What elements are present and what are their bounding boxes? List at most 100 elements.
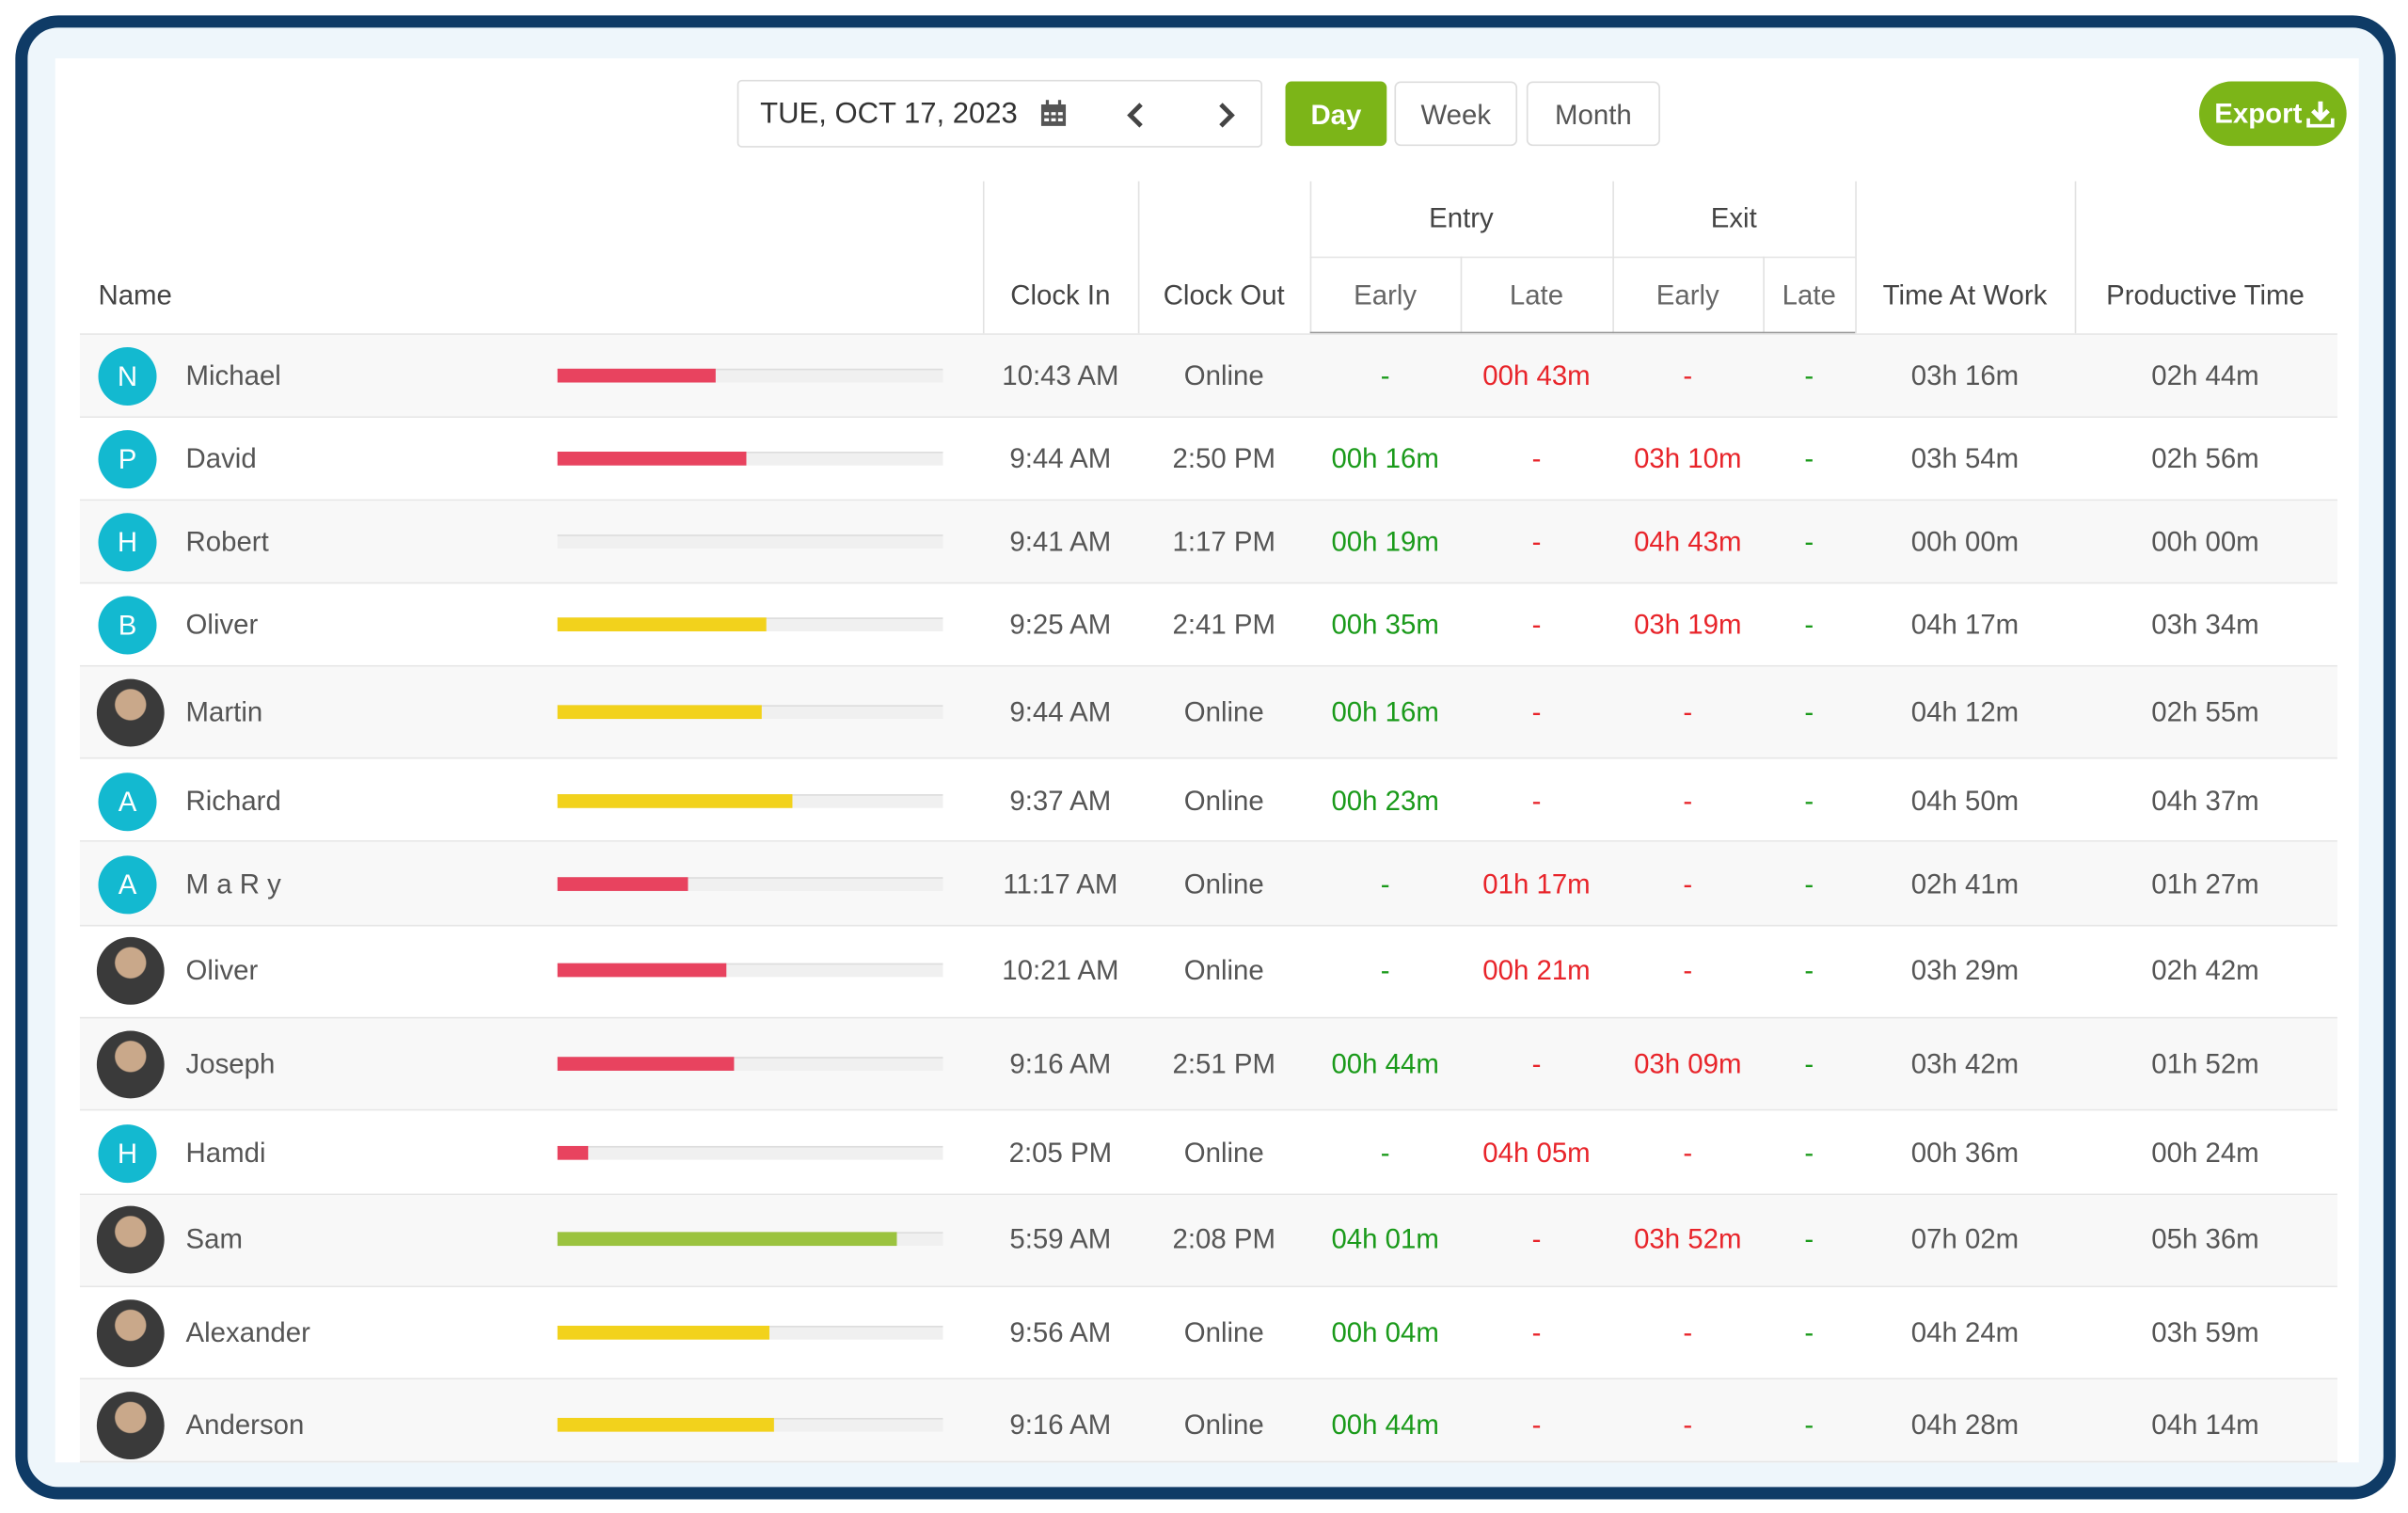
cell: 9:41 AM <box>1009 526 1112 557</box>
next-button[interactable] <box>1214 102 1236 129</box>
cell: - <box>1683 696 1693 728</box>
employee-name: David <box>185 443 257 474</box>
avatar: H <box>98 1124 157 1184</box>
cell: 03h 29m <box>1910 954 2020 986</box>
employee-name: Sam <box>185 1223 243 1255</box>
cell: 02h 42m <box>2151 954 2259 986</box>
progress-bar <box>557 705 762 720</box>
cell: - <box>1804 786 1814 817</box>
avatar: B <box>98 596 157 655</box>
cell: - <box>1380 1137 1390 1169</box>
calendar-icon[interactable] <box>1039 100 1067 127</box>
cell: 03h 54m <box>1910 443 2020 474</box>
cell: - <box>1804 1048 1814 1079</box>
cell: - <box>1531 1048 1542 1079</box>
prev-button[interactable] <box>1126 102 1148 129</box>
progress-track <box>557 877 943 891</box>
cell: - <box>1683 1409 1693 1441</box>
cell: 03h 34m <box>2151 609 2259 640</box>
divider <box>1137 181 1140 334</box>
date-picker[interactable]: TUE, OCT 17, 2023 <box>737 79 1263 148</box>
export-label: Export <box>2214 98 2303 130</box>
view-button[interactable]: Month <box>1526 81 1660 147</box>
cell: 1:17 PM <box>1172 526 1275 557</box>
cell: 9:44 AM <box>1009 696 1112 728</box>
column-header: Early <box>1656 279 1719 311</box>
row <box>79 583 2337 667</box>
row <box>79 666 2337 759</box>
progress-track <box>557 1232 943 1247</box>
employee-name: M a R y <box>185 868 281 900</box>
employee-name: Oliver <box>185 954 259 986</box>
cell: 01h 27m <box>2151 868 2259 900</box>
cell: - <box>1380 954 1390 986</box>
divider <box>79 333 2337 335</box>
cell: 03h 09m <box>1634 1048 1742 1079</box>
cell: 03h 10m <box>1634 443 1742 474</box>
avatar-photo <box>96 678 165 747</box>
cell: 00h 19m <box>1331 526 1439 557</box>
avatar: A <box>98 855 157 915</box>
cell: 00h 44m <box>1331 1409 1439 1441</box>
progress-track <box>557 963 943 978</box>
avatar: P <box>98 430 157 489</box>
cell: - <box>1531 526 1542 557</box>
cell: 04h 05m <box>1482 1137 1591 1169</box>
cell: 04h 37m <box>2151 786 2259 817</box>
cell: 00h 35m <box>1331 609 1439 640</box>
divider <box>1309 181 1312 334</box>
cell: - <box>1804 954 1814 986</box>
progress-bar <box>557 1057 736 1071</box>
divider <box>1460 256 1463 334</box>
avatar-photo <box>96 1205 165 1274</box>
progress-track <box>557 705 943 720</box>
cell: - <box>1683 786 1693 817</box>
cell: 04h 43m <box>1634 526 1742 557</box>
progress-track <box>557 617 943 632</box>
row <box>79 758 2337 842</box>
divider <box>982 181 985 334</box>
cell: 02h 41m <box>1910 868 2020 900</box>
export-button[interactable]: Export <box>2198 81 2347 147</box>
progress-bar <box>557 617 766 632</box>
view-button[interactable]: Day <box>1285 81 1387 147</box>
cell: 00h 36m <box>1910 1137 2020 1169</box>
cell: Online <box>1183 1137 1264 1169</box>
row <box>79 1018 2337 1111</box>
cell: 04h 12m <box>1910 696 2020 728</box>
progress-bar <box>557 1145 589 1160</box>
progress-track <box>557 368 943 383</box>
row <box>79 1110 2337 1196</box>
cell: 00h 00m <box>1910 526 2020 557</box>
avatar: H <box>98 513 157 572</box>
avatar-photo <box>96 1299 165 1368</box>
cell: 02h 44m <box>2151 359 2259 391</box>
cell: 00h 16m <box>1331 443 1439 474</box>
row <box>79 1379 2337 1463</box>
cell: 04h 17m <box>1910 609 2020 640</box>
divider <box>1763 256 1765 334</box>
progress-track <box>557 1417 943 1432</box>
divider <box>2074 181 2077 334</box>
cell: 02h 55m <box>2151 696 2259 728</box>
cell: Online <box>1183 786 1264 817</box>
column-header: Late <box>1782 279 1836 311</box>
date: TUE, OCT 17, 2023 <box>760 98 1018 131</box>
column-header: Early <box>1354 279 1418 311</box>
cell: 04h 28m <box>1910 1409 2020 1441</box>
avatar-photo <box>96 936 165 1005</box>
cell: - <box>1804 359 1814 391</box>
cell: 10:43 AM <box>1002 359 1119 391</box>
progress-bar <box>557 963 727 978</box>
cell: 9:56 AM <box>1009 1316 1112 1348</box>
cell: 2:41 PM <box>1172 609 1275 640</box>
cell: 9:44 AM <box>1009 443 1112 474</box>
avatar: N <box>98 346 157 406</box>
cell: 2:08 PM <box>1172 1223 1275 1255</box>
cell: 9:16 AM <box>1009 1048 1112 1079</box>
cell: Online <box>1183 1316 1264 1348</box>
view-button[interactable]: Week <box>1394 81 1518 147</box>
employee-name: Hamdi <box>185 1137 266 1169</box>
cell: - <box>1804 1223 1814 1255</box>
